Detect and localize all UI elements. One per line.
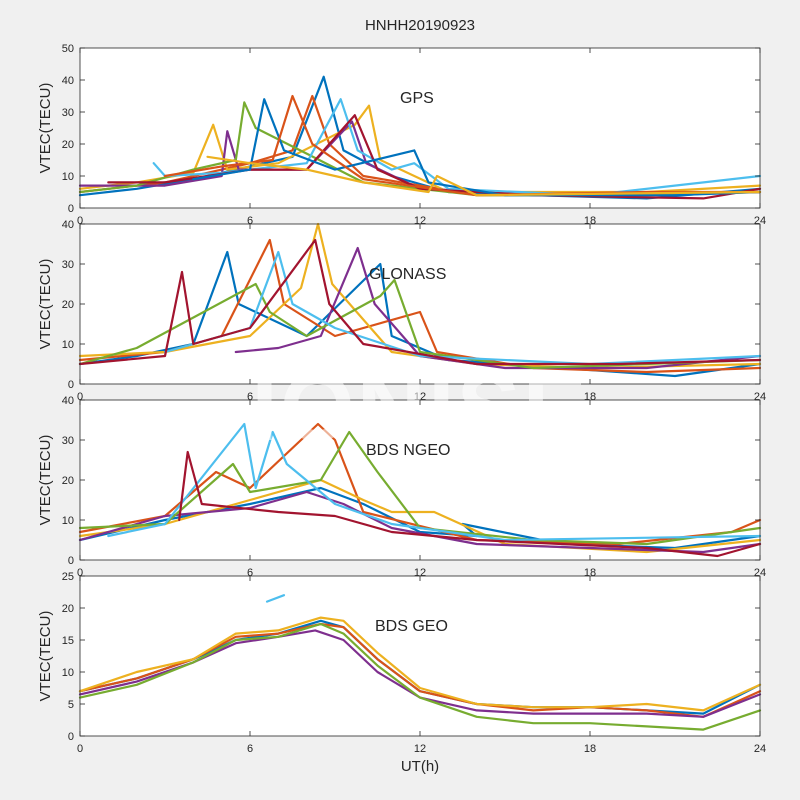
y-tick-label: 30 [62,435,74,447]
y-tick-label: 0 [68,379,74,391]
series-line-6 [163,250,762,366]
series-line-4 [234,246,762,370]
y-tick-label: 5 [68,699,74,711]
y-tick-label: 10 [62,515,74,527]
series-line-7 [178,450,762,558]
y-tick-label: 0 [68,731,74,743]
y-tick-label: 15 [62,635,74,647]
y-tick-label: 40 [62,395,74,407]
y-tick-label: 30 [62,107,74,119]
x-tick-label: 6 [247,567,253,579]
series-line-5 [78,430,762,546]
figure-title: HNHH20190923 [365,17,475,34]
x-tick-label: 24 [754,743,766,755]
series-line-10 [206,155,762,197]
y-tick-label: 50 [62,43,74,55]
x-tick-label: 6 [247,391,253,403]
y-tick-label: 0 [68,555,74,567]
x-tick-label: 0 [77,391,83,403]
x-tick-label: 12 [414,743,426,755]
series-line-6 [107,422,762,542]
panel-label: BDS NGEO [366,442,450,459]
series-line-2 [78,422,762,546]
series-line-3 [78,222,762,370]
y-tick-label: 40 [62,75,74,87]
series-line-7 [78,238,762,366]
y-tick-label: 10 [62,339,74,351]
y-tick-label: 20 [62,603,74,615]
series-line-5 [78,622,762,731]
series-line-5 [78,278,762,370]
y-tick-label: 20 [62,139,74,151]
series-line-3 [78,616,762,712]
x-tick-label: 18 [584,743,596,755]
y-axis-label: VTEC(TECU) [37,259,54,350]
watermark: IONISE [251,354,588,461]
y-tick-label: 20 [62,475,74,487]
series-line-6 [152,98,762,197]
x-tick-label: 0 [77,215,83,227]
y-axis-label: VTEC(TECU) [37,435,54,526]
y-tick-label: 40 [62,219,74,231]
y-axis-label: VTEC(TECU) [37,611,54,702]
y-axis-label: VTEC(TECU) [37,83,54,174]
x-axis-label: UT(h) [401,758,439,775]
x-tick-label: 0 [77,743,83,755]
panel-label: GPS [400,90,434,107]
plot-area [80,224,760,384]
y-tick-label: 10 [62,667,74,679]
y-tick-label: 30 [62,259,74,271]
series-line-8 [192,98,762,197]
y-tick-label: 20 [62,299,74,311]
y-tick-label: 25 [62,571,74,583]
y-tick-label: 0 [68,203,74,215]
x-tick-label: 0 [77,567,83,579]
panel-label: BDS GEO [375,618,448,635]
series-line-6 [265,594,286,603]
panel-label: GLONASS [369,266,446,283]
panel-4: 0 5 10 15 20 25 0 6 12 18 24 VTEC(TECU) UT(h) BDS GEO [37,571,766,775]
x-tick-label: 6 [247,215,253,227]
x-tick-label: 6 [247,743,253,755]
y-tick-label: 10 [62,171,74,183]
